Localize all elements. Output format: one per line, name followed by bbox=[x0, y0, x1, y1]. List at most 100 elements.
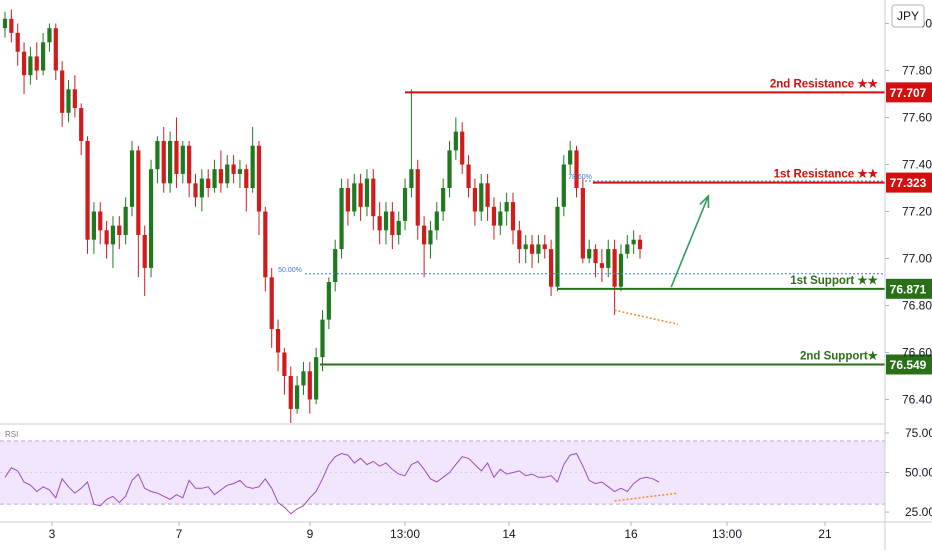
level-tag-2 bbox=[886, 172, 932, 193]
candle-body bbox=[244, 169, 249, 188]
candle-body bbox=[168, 141, 173, 184]
candle-body bbox=[47, 28, 52, 43]
level-tag-text-3: 76.871 bbox=[890, 282, 927, 296]
candle-body bbox=[428, 230, 433, 245]
time-tick-label: 16 bbox=[624, 527, 638, 541]
candle-body bbox=[599, 263, 604, 268]
rsi-panel bbox=[0, 440, 885, 515]
level-label-4: 2nd Support★ bbox=[800, 349, 879, 362]
level-tag-1 bbox=[886, 82, 932, 103]
candle-body bbox=[364, 178, 370, 207]
level-label-2: 1st Resistance ★★ bbox=[774, 168, 879, 181]
candle-body bbox=[2, 18, 8, 29]
candle-body bbox=[9, 18, 14, 33]
level-label-1: 2nd Resistance ★★ bbox=[770, 77, 879, 90]
candle-body bbox=[529, 244, 535, 254]
candle-body bbox=[549, 249, 554, 287]
candle-body bbox=[34, 56, 39, 71]
candle-body bbox=[485, 183, 490, 207]
candle-body bbox=[358, 183, 363, 207]
candle-body bbox=[28, 56, 33, 76]
candle-body bbox=[212, 169, 217, 188]
candle-body bbox=[517, 230, 522, 250]
projection-arrow-head bbox=[699, 194, 710, 209]
candle-body bbox=[282, 352, 287, 376]
candle-body bbox=[568, 150, 573, 165]
candle-body bbox=[72, 89, 77, 109]
candle-body bbox=[326, 282, 331, 320]
candle-body bbox=[225, 164, 230, 184]
candle-body bbox=[136, 150, 141, 235]
candle-body bbox=[542, 244, 547, 250]
time-tick-label: 13:00 bbox=[390, 527, 420, 541]
price-tick-label: 77.000 bbox=[902, 252, 932, 266]
candle-body bbox=[269, 277, 274, 329]
candle-body bbox=[415, 169, 420, 226]
candle-body bbox=[142, 235, 147, 268]
candle-body bbox=[123, 206, 128, 235]
candle-body bbox=[155, 141, 160, 170]
price-tick-label: 77.400 bbox=[902, 158, 932, 172]
time-tick-label: 13:00 bbox=[712, 527, 742, 541]
time-tick-label: 21 bbox=[818, 527, 832, 541]
rsi-indicator-label: RSI bbox=[5, 430, 18, 439]
candle-body bbox=[333, 249, 338, 282]
time-tick-label: 7 bbox=[176, 527, 183, 541]
candle-body bbox=[91, 211, 96, 240]
candle-body bbox=[593, 249, 598, 264]
candle-body bbox=[193, 183, 198, 198]
candle-body bbox=[256, 145, 262, 212]
candle-body bbox=[447, 150, 452, 188]
price-tick-label: 77.800 bbox=[902, 64, 932, 78]
candle-body bbox=[504, 202, 509, 212]
level-tag-text-1: 77.707 bbox=[890, 86, 927, 100]
level-tag-4 bbox=[886, 354, 932, 375]
candle-body bbox=[314, 357, 319, 400]
rsi-line bbox=[4, 452, 660, 515]
candle-body bbox=[174, 141, 179, 174]
rsi-divergence-line bbox=[614, 492, 679, 502]
overlays: 50.00% 78.60% bbox=[278, 174, 885, 502]
candle-body bbox=[371, 178, 376, 217]
candle-body bbox=[320, 319, 325, 358]
candle-body bbox=[612, 249, 617, 287]
candle-body bbox=[129, 150, 135, 207]
candle-body bbox=[237, 169, 243, 174]
candle-body bbox=[536, 244, 541, 254]
candle-body bbox=[631, 239, 636, 245]
time-tick-label: 9 bbox=[307, 527, 314, 541]
currency-badge[interactable] bbox=[891, 4, 925, 28]
candle-body bbox=[574, 150, 579, 188]
candle-body bbox=[479, 183, 484, 212]
candle-body bbox=[98, 211, 103, 231]
currency-label: JPY bbox=[897, 9, 919, 23]
candle-body bbox=[231, 164, 236, 174]
price-tick-label: 76.800 bbox=[902, 299, 932, 313]
level-label-3: 1st Support ★★ bbox=[790, 274, 878, 287]
candle-body bbox=[180, 145, 185, 174]
candle-body bbox=[148, 169, 154, 268]
candle-body bbox=[250, 145, 255, 188]
time-tick-label: 3 bbox=[49, 527, 56, 541]
candle-body bbox=[555, 206, 560, 287]
candle-body bbox=[606, 249, 611, 268]
candle-body bbox=[275, 329, 281, 353]
candle-body bbox=[301, 371, 306, 386]
candle-body bbox=[187, 145, 192, 184]
candle-body bbox=[352, 183, 357, 212]
price-tick-label: 76.400 bbox=[902, 393, 932, 407]
candle-body bbox=[510, 202, 516, 231]
candle-body bbox=[396, 220, 401, 235]
fib-label-2: 78.60% bbox=[568, 174, 592, 181]
candle-body bbox=[434, 211, 439, 231]
candle-body bbox=[218, 169, 223, 184]
candle-body bbox=[15, 32, 20, 52]
candle-body bbox=[79, 108, 84, 141]
candle-body bbox=[345, 188, 350, 212]
candle-body bbox=[104, 230, 109, 245]
candle-body bbox=[288, 376, 293, 409]
candle-body bbox=[110, 225, 116, 245]
candle-body bbox=[466, 164, 471, 188]
